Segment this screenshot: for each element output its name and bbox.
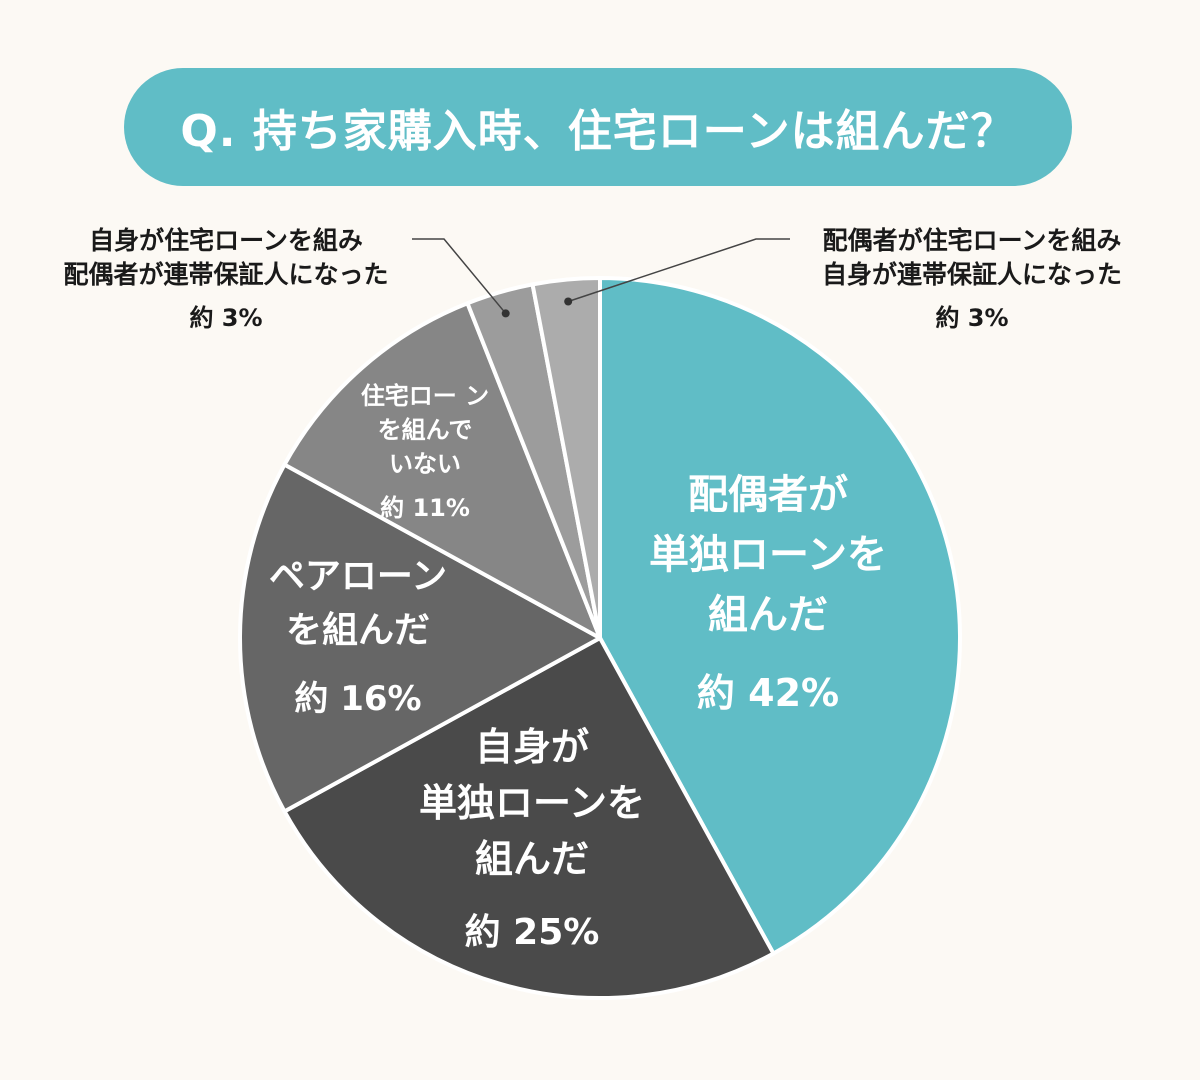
slice-label-0-line-1: 単独ローンを [649, 532, 887, 578]
pie-slice-0 [598, 276, 962, 956]
slice-label-1-line-2: 組んだ [475, 837, 589, 881]
pie-slice-2 [238, 462, 602, 814]
leader-line-4 [412, 238, 507, 314]
slice-label-0-line-0: 配偶者が [688, 472, 848, 518]
slice-label-4-line-0: 自身が住宅ローンを組み [89, 226, 363, 255]
slice-value-2: 約 16% [294, 679, 421, 719]
leader-dot-5 [564, 297, 573, 306]
slice-value-3: 約 11% [380, 494, 470, 522]
pie-slice-3 [282, 301, 602, 640]
slice-label-5-line-0: 配偶者が住宅ローンを組み [823, 226, 1122, 255]
leader-line-5 [567, 238, 790, 303]
slice-label-1-line-0: 自身が [475, 725, 589, 769]
slice-label-4-line-1: 配偶者が連帯保証人になった [63, 260, 388, 289]
slice-label-3-line-0: 住宅ロー ン [361, 382, 489, 410]
slice-label-3-line-2: いない [389, 450, 461, 478]
slice-value-5: 約 3% [935, 304, 1008, 332]
slice-value-1: 約 25% [465, 912, 600, 953]
slice-value-0: 約 42% [697, 671, 839, 715]
slice-label-5-line-1: 自身が連帯保証人になった [822, 260, 1122, 289]
leader-dot-4 [501, 309, 510, 318]
slice-label-0-line-2: 組んだ [708, 592, 828, 638]
slice-label-3-line-1: を組んで [378, 416, 473, 444]
chart-title: Q. 持ち家購入時、住宅ローンは組んだ？ [180, 106, 1016, 157]
pie-slice-5 [530, 276, 602, 640]
slice-label-2-line-1: を組んだ [286, 610, 430, 651]
slice-value-4: 約 3% [189, 304, 262, 332]
slice-label-1-line-1: 単独ローンを [419, 781, 645, 825]
pie-slice-1 [282, 636, 776, 1000]
slice-label-2-line-0: ペアローン [269, 556, 447, 597]
title-pill: Q. 持ち家購入時、住宅ローンは組んだ？ [124, 68, 1072, 186]
